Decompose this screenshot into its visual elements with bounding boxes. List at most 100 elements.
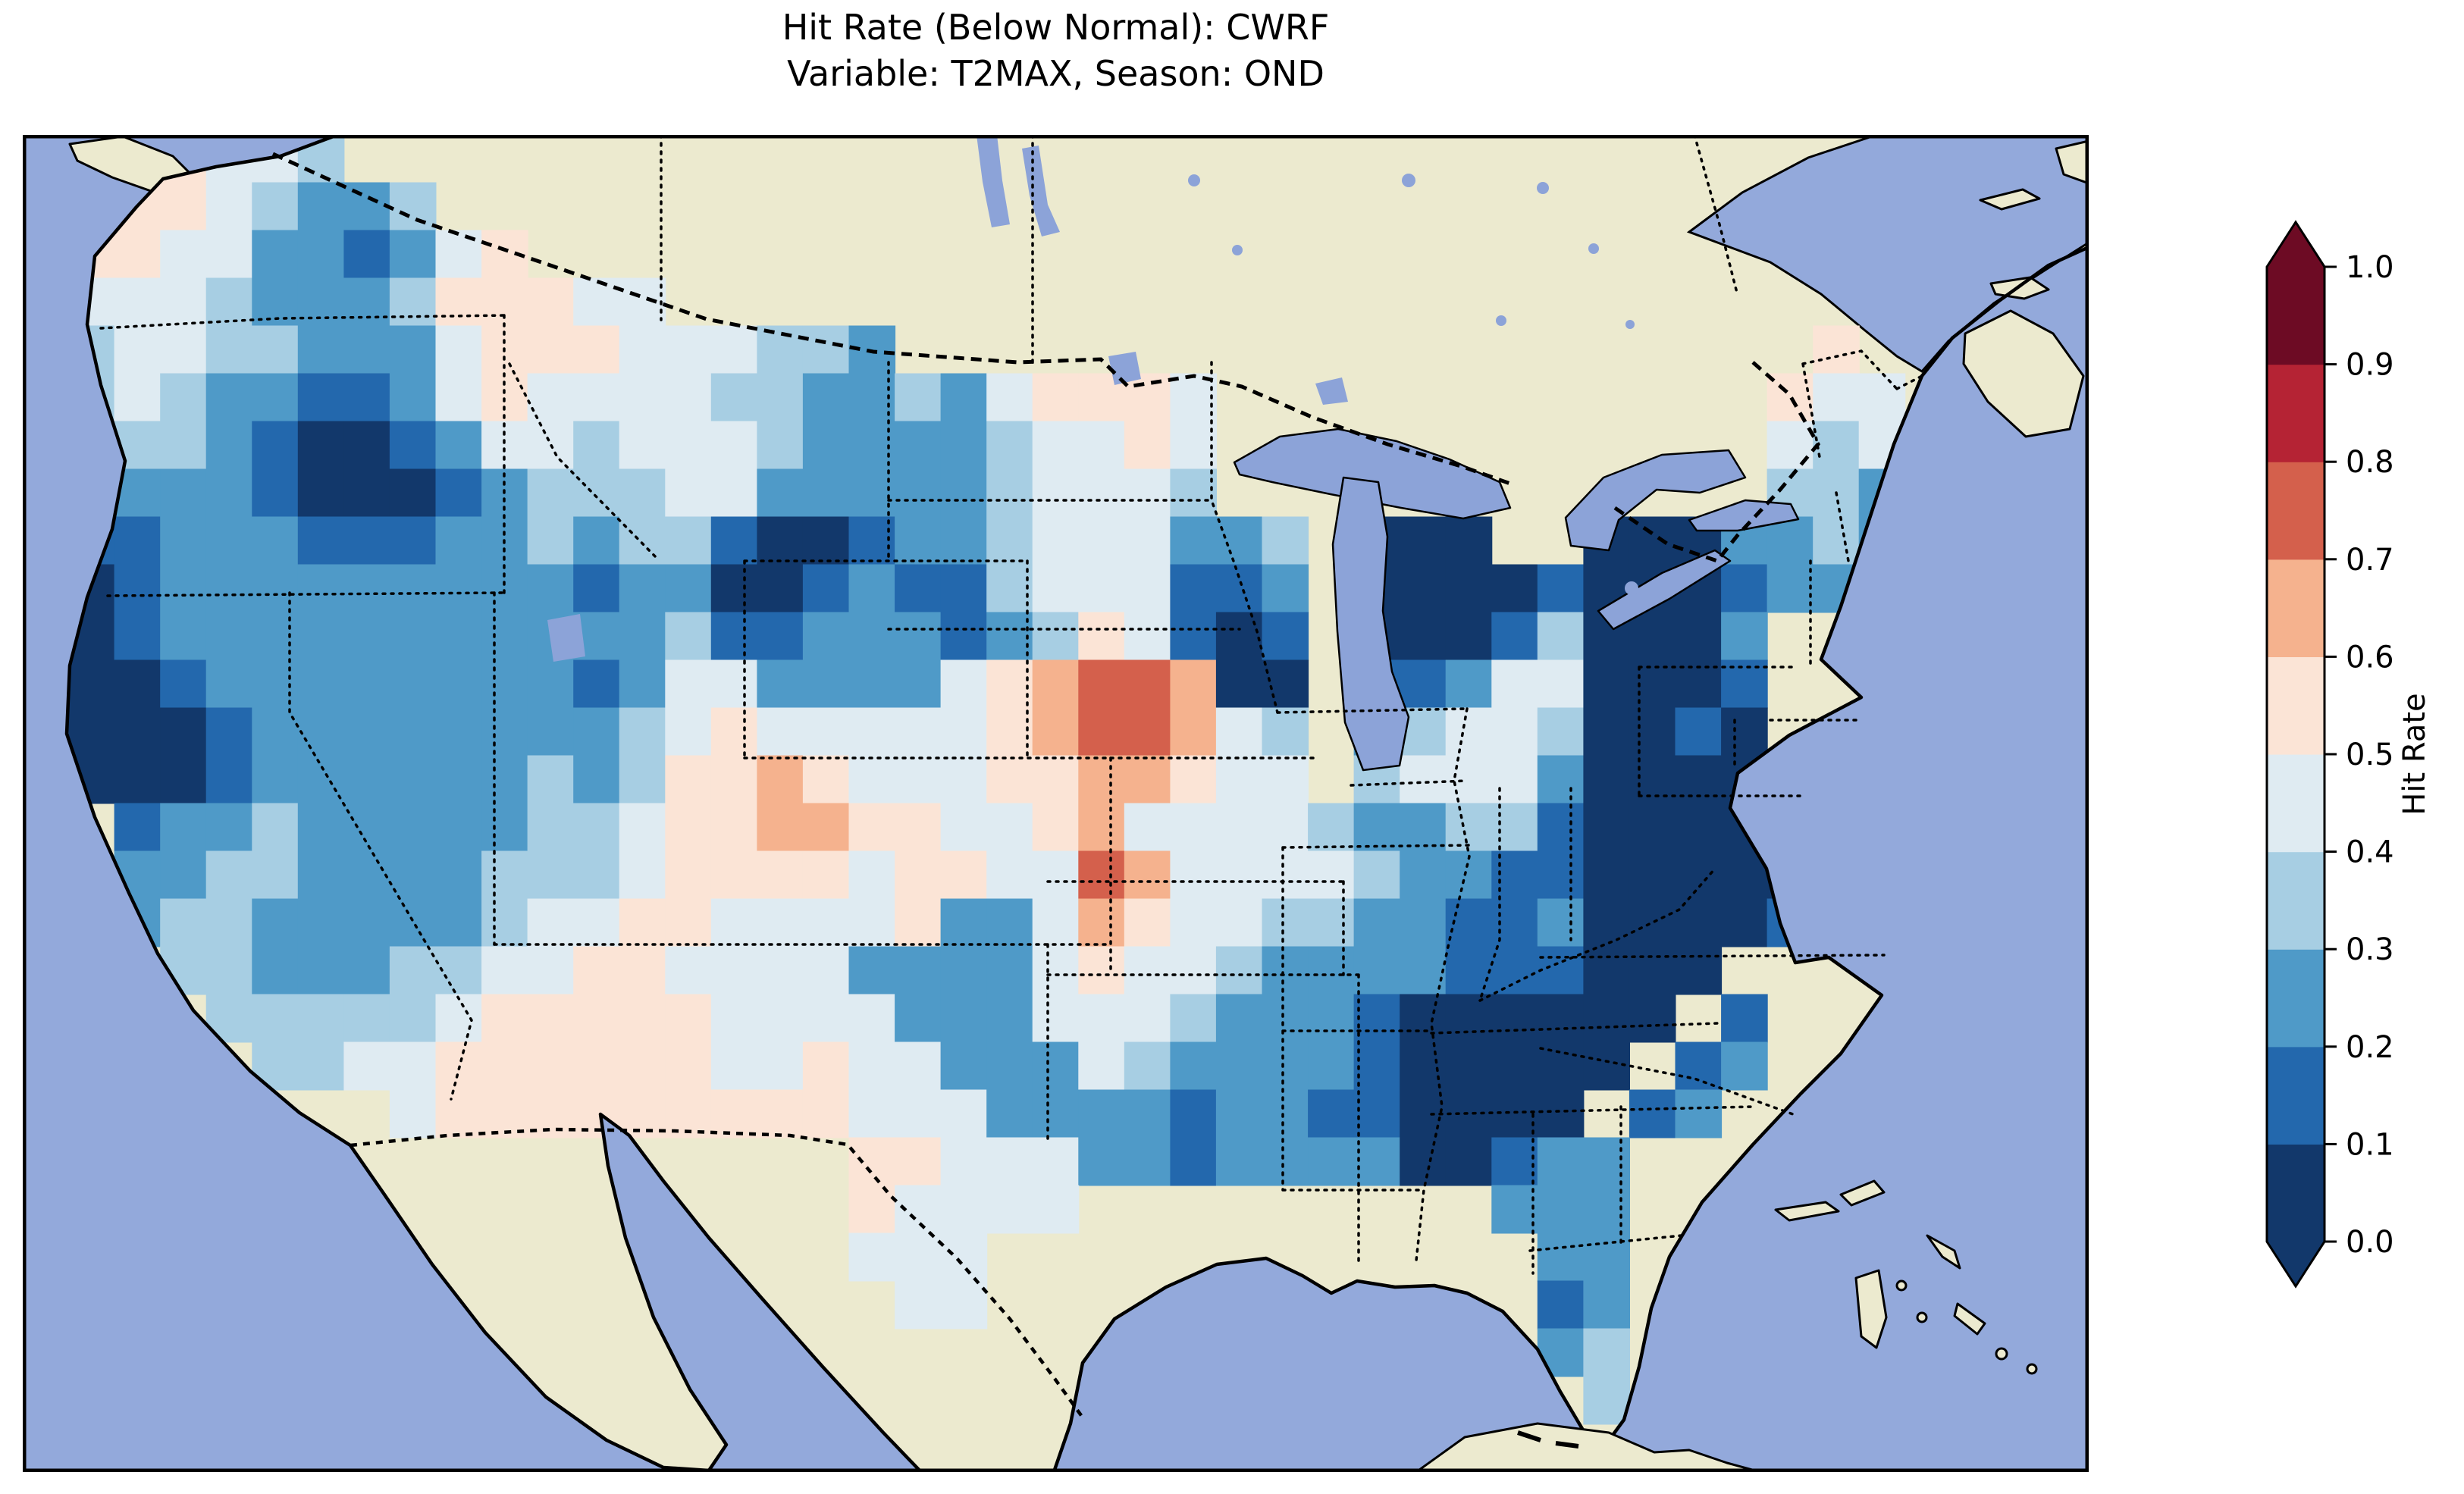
grid-cell — [802, 373, 850, 422]
lake-nipigon — [1315, 377, 1348, 405]
grid-cell — [527, 898, 575, 947]
grid-cell — [252, 516, 299, 565]
grid-cell — [1308, 1137, 1355, 1186]
grid-cell — [435, 230, 483, 279]
grid-cell — [527, 1041, 575, 1091]
grid-cell — [757, 946, 804, 995]
grid-cell — [573, 659, 620, 709]
grid-cell — [573, 1041, 620, 1091]
grid-cell — [343, 612, 390, 661]
grid-cell — [343, 182, 390, 231]
grid-cell — [573, 277, 620, 327]
colorbar-tick-label: 0.7 — [2346, 543, 2394, 578]
grid-cell — [1215, 898, 1263, 947]
grid-cell — [848, 1089, 896, 1139]
grid-cell — [1124, 1041, 1171, 1091]
us-hit-rate-map — [23, 135, 2089, 1472]
grid-cell — [1537, 1280, 1585, 1330]
grid-cell — [1215, 803, 1263, 852]
grid-cell — [389, 373, 437, 422]
grid-cell — [1262, 803, 1309, 852]
grid-cell — [940, 707, 988, 756]
grid-cell — [297, 850, 345, 900]
grid-cell — [710, 946, 758, 995]
grid-cell — [940, 994, 988, 1043]
grid-cell — [1032, 1137, 1080, 1186]
caribbean-islands — [1415, 1179, 2038, 1472]
grid-cell — [1721, 707, 1768, 756]
grid-cell — [986, 1137, 1033, 1186]
grid-cell — [1813, 516, 1860, 565]
grid-cell — [343, 421, 390, 470]
grid-cell — [1078, 659, 1125, 709]
grid-cell — [160, 707, 207, 756]
grid-cell — [1445, 516, 1493, 565]
grid-cell — [481, 659, 528, 709]
grid-cell — [940, 516, 988, 565]
grid-cell — [1400, 898, 1447, 947]
grid-cell — [1262, 707, 1309, 756]
grid-cell — [1721, 659, 1768, 709]
grid-cell — [986, 946, 1033, 995]
grid-cell — [297, 373, 345, 422]
lake-st-clair — [1625, 581, 1638, 595]
canada-lake-icon — [1625, 320, 1635, 329]
grid-cell — [252, 946, 299, 995]
grid-cell — [297, 612, 345, 661]
grid-cell — [527, 803, 575, 852]
colorbar-tick-label: 1.0 — [2346, 250, 2394, 285]
grid-cell — [1124, 994, 1171, 1043]
canada-lake-icon — [1496, 315, 1506, 326]
grid-cell — [986, 468, 1033, 518]
grid-cell — [1537, 564, 1585, 613]
grid-cell — [1583, 803, 1630, 852]
grid-cell — [895, 468, 942, 518]
grid-cell — [343, 755, 390, 804]
grid-cell — [895, 850, 942, 900]
colorbar-ticks: 1.0 0.9 0.8 0.7 0.6 0.5 0.4 0.3 0.2 0.1 0.0 — [2324, 250, 2394, 1260]
grid-cell — [297, 230, 345, 279]
grid-cell — [435, 850, 483, 900]
grid-cell — [1032, 1089, 1080, 1139]
grid-cell — [205, 946, 253, 995]
grid-cell — [1170, 659, 1217, 709]
grid-cell — [1032, 1185, 1080, 1234]
grid-cell — [527, 946, 575, 995]
hit-rate-grid-cells — [68, 135, 1906, 1425]
grid-cell — [1445, 755, 1493, 804]
grid-cell — [895, 564, 942, 613]
grid-cell — [895, 803, 942, 852]
grid-cell — [1124, 803, 1171, 852]
grid-cell — [1629, 850, 1676, 900]
grid-cell — [1675, 898, 1723, 947]
grid-cell — [757, 803, 804, 852]
grid-cell — [757, 994, 804, 1043]
grid-cell — [1583, 755, 1630, 804]
colorbar-axis-label: Hit Rate — [2397, 693, 2432, 815]
grid-cell — [1124, 1137, 1171, 1186]
colorbar-panel: 1.0 0.9 0.8 0.7 0.6 0.5 0.4 0.3 0.2 0.1 0.0 Hit Ra… — [2244, 197, 2464, 1311]
chart-title: Hit Rate (Below Normal): CWRF Variable: … — [23, 5, 2089, 96]
grid-cell — [1721, 898, 1768, 947]
grid-cell — [895, 1137, 942, 1186]
grid-cell — [481, 277, 528, 327]
grid-cell — [297, 898, 345, 947]
colorbar-tick-label: 0.3 — [2346, 932, 2394, 967]
grid-cell — [1491, 659, 1538, 709]
grid-cell — [619, 516, 666, 565]
grid-cell — [1491, 1137, 1538, 1186]
grid-cell — [1032, 994, 1080, 1043]
grid-cell — [297, 659, 345, 709]
grid-cell — [1215, 850, 1263, 900]
grid-cell — [1583, 1185, 1630, 1234]
grid-cell — [1583, 1041, 1630, 1091]
grid-cell — [665, 468, 712, 518]
grid-cell — [1537, 994, 1585, 1043]
grid-cell — [1032, 421, 1080, 470]
grid-cell — [205, 516, 253, 565]
grid-cell — [160, 325, 207, 374]
grid-cell — [1078, 1041, 1125, 1091]
grid-cell — [481, 994, 528, 1043]
grid-cell — [205, 612, 253, 661]
grid-cell — [1400, 564, 1447, 613]
